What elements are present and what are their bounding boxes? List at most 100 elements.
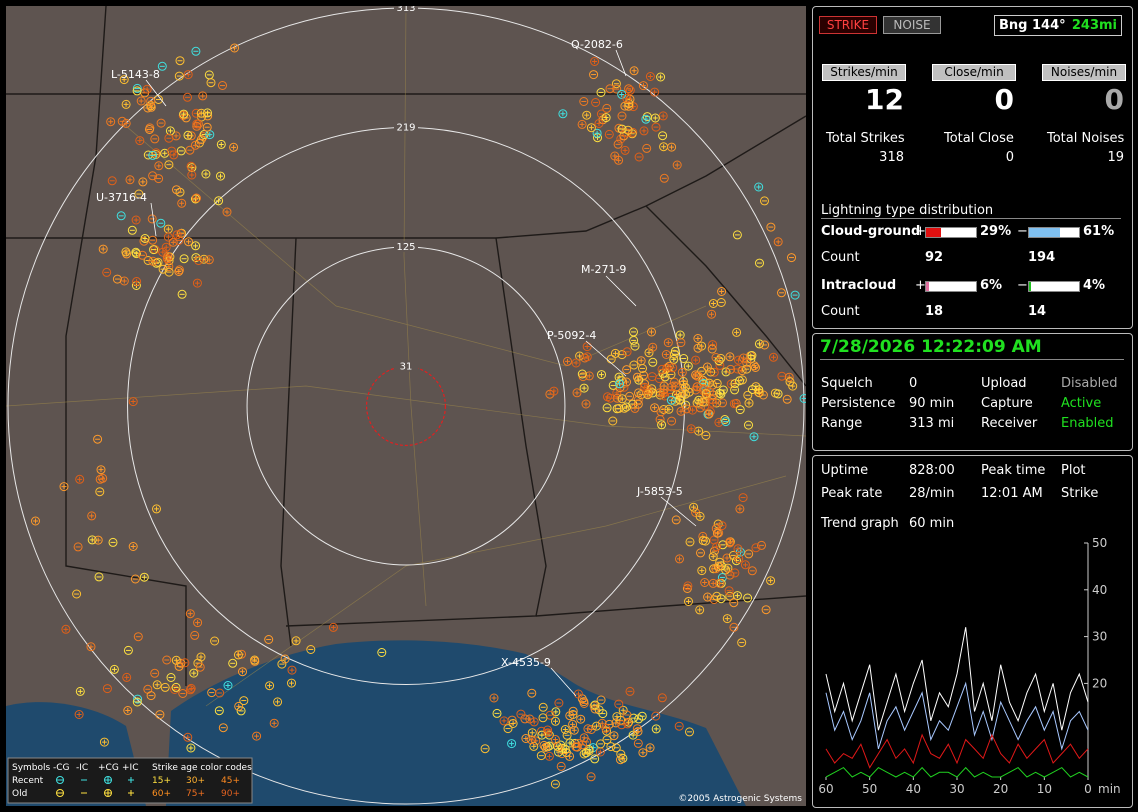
strike-ring [377, 648, 387, 657]
strike-ring [174, 661, 184, 671]
strike-symbol [229, 142, 239, 152]
strike-sign [179, 200, 185, 206]
strike-symbol [707, 309, 717, 319]
strike-sign [624, 95, 630, 101]
strike-sign [640, 83, 646, 89]
strike-ring [174, 267, 184, 276]
strike-button[interactable]: STRIKE [819, 16, 877, 34]
legend-age: 15+ [152, 776, 171, 786]
strike-sign [641, 128, 647, 134]
strike-symbol [671, 515, 681, 525]
strike-ring [72, 589, 82, 599]
strike-symbol [195, 662, 205, 672]
strike-sign [660, 113, 666, 119]
strike-sign [198, 654, 204, 660]
strike-ring [237, 649, 246, 659]
strike-symbol [109, 664, 119, 674]
count-value: 14 [1028, 304, 1047, 319]
strike-ring [155, 710, 165, 720]
strike-sign [148, 104, 154, 110]
strike-symbol [577, 119, 587, 129]
strike-symbol [616, 755, 625, 765]
strike-sign [626, 719, 632, 725]
stat-value: 828:00 [909, 463, 955, 478]
strike-symbol [597, 370, 606, 380]
strike-ring [676, 338, 686, 348]
x-tick-label: 0 [1084, 782, 1092, 796]
ring-label-bg [394, 121, 418, 133]
strike-symbol [150, 134, 160, 144]
strike-ring [563, 356, 572, 366]
strike-symbol [737, 638, 747, 648]
strike-symbol [549, 386, 559, 396]
settings-panel: 7/28/2026 12:22:09 AM Squelch 0 Persiste… [812, 333, 1133, 451]
strike-symbol [702, 362, 712, 372]
strike-symbol [190, 140, 200, 150]
strike-symbol [196, 135, 206, 144]
strike-symbol [107, 176, 117, 186]
strike-ring [733, 544, 743, 554]
strike-ring [667, 142, 677, 152]
strike-sign [678, 408, 684, 414]
strike-sign [191, 670, 197, 676]
strike-ring [638, 364, 647, 373]
rate-value: 0 [994, 83, 1014, 116]
strike-symbol [712, 528, 722, 538]
strike-ring [735, 504, 745, 514]
strike-ring [667, 382, 677, 392]
strike-symbol [629, 335, 639, 345]
strike-ring [622, 93, 632, 103]
strike-symbol [696, 548, 705, 558]
strike-sign [709, 311, 715, 317]
strike-ring [647, 372, 657, 382]
noise-button[interactable]: NOISE [883, 16, 941, 34]
strike-symbol [134, 189, 144, 199]
strike-symbol [642, 143, 652, 153]
strike-sign [134, 278, 140, 284]
strike-ring [198, 91, 208, 101]
y-tick-label: 40 [1092, 583, 1107, 597]
strike-symbol [672, 160, 682, 170]
strike-symbol [721, 417, 731, 427]
strike-symbol [718, 398, 727, 408]
strike-symbol [757, 540, 766, 550]
strike-ring [194, 256, 203, 265]
strike-ring [692, 382, 702, 392]
x-tick-label: 50 [862, 782, 877, 796]
strike-ring [186, 683, 196, 693]
distribution-bar [1029, 282, 1031, 291]
strike-ring [565, 711, 575, 721]
strike-ring [291, 636, 301, 646]
strike-ring [157, 61, 167, 71]
strike-symbol [647, 327, 656, 337]
strike-ring [625, 686, 635, 696]
strike-symbol [667, 382, 677, 392]
strike-symbol [191, 193, 201, 203]
strike-symbol [202, 122, 212, 132]
total-value: 0 [1005, 150, 1014, 165]
strike-symbol [102, 267, 112, 277]
strike-ring [760, 196, 769, 206]
strike-symbol [761, 605, 771, 615]
strike-symbol [726, 364, 736, 374]
strike-ring [715, 360, 725, 370]
strike-sign [187, 611, 193, 617]
strike-ring [725, 352, 735, 362]
strike-sign [165, 253, 171, 259]
strike-symbol [175, 56, 185, 66]
strike-ring [596, 739, 606, 749]
cluster-label: M-271-9 [581, 263, 626, 276]
strike-symbol [527, 688, 537, 698]
strike-ring [163, 232, 173, 242]
strike-symbol [633, 727, 643, 737]
strike-sign [716, 563, 722, 569]
legend-symbols [56, 776, 134, 797]
strike-symbol [187, 170, 197, 180]
strike-sign [89, 537, 95, 543]
strike-sign [271, 720, 277, 726]
strike-ring [576, 714, 586, 724]
strike-symbol [608, 416, 618, 426]
strike-ring [684, 387, 694, 397]
strike-sign [216, 198, 222, 204]
strike-ring [218, 723, 228, 733]
